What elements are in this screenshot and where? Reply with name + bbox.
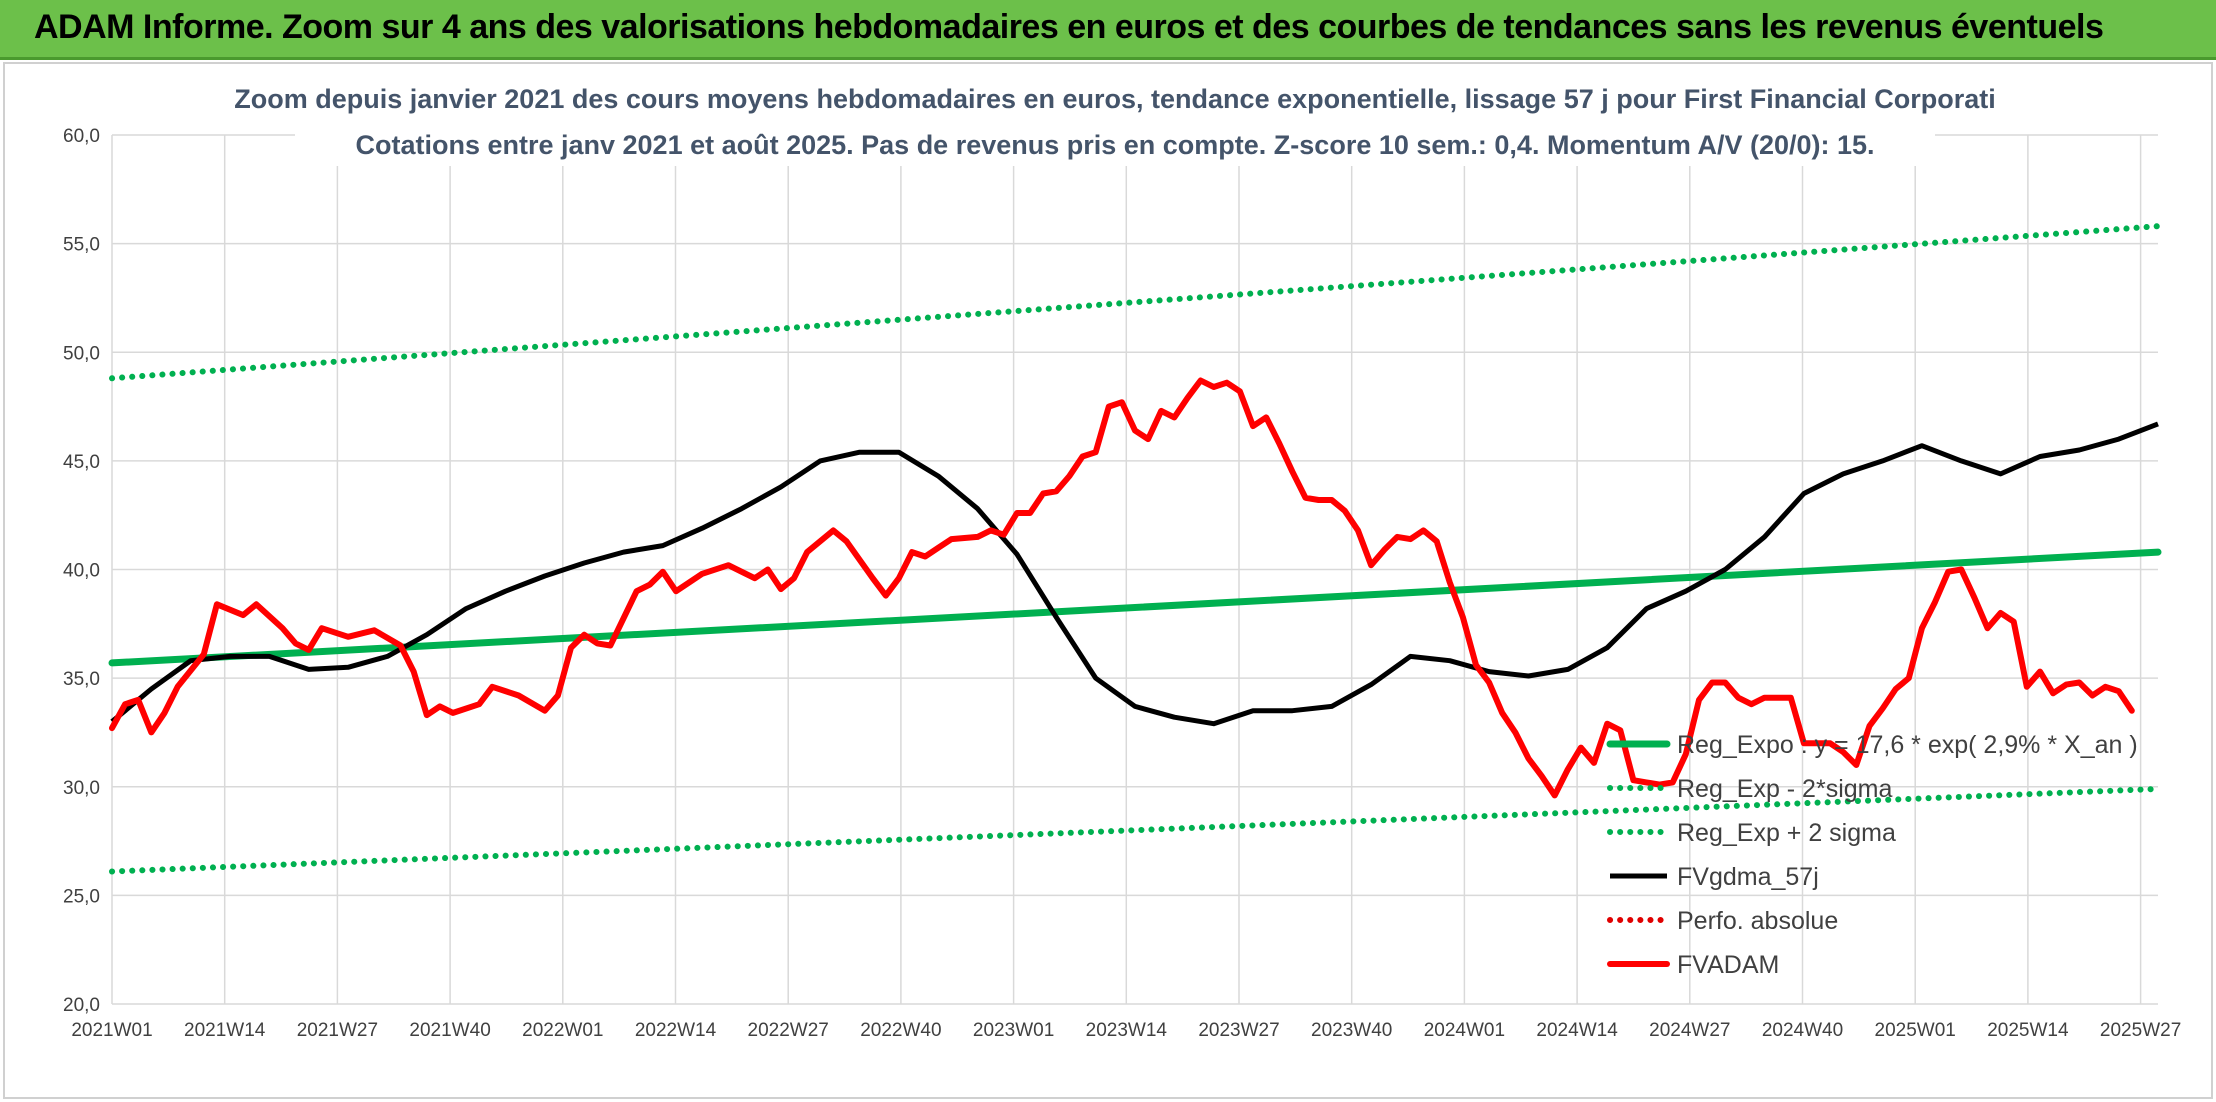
x-tick-label: 2023W01 [973, 1020, 1054, 1041]
y-tick-label: 40,0 [63, 561, 100, 582]
x-tick-label: 2023W14 [1086, 1020, 1168, 1041]
x-tick-label: 2024W01 [1424, 1020, 1505, 1041]
legend: Reg_Expo : y = 17,6 * exp( 2,9% * X_an )… [1606, 731, 2138, 979]
series-line-2 [109, 223, 2161, 382]
y-tick-label: 50,0 [63, 343, 100, 364]
y-tick-label: 60,0 [63, 126, 100, 147]
chart-title: Zoom depuis janvier 2021 des cours moyen… [234, 84, 1996, 114]
y-tick-label: 55,0 [63, 235, 100, 256]
x-tick-label: 2025W01 [1875, 1020, 1956, 1041]
x-tick-label: 2024W14 [1536, 1020, 1618, 1041]
chart-canvas: 20,0 25,0 30,0 35,0 40,0 45,0 50,0 55,0 60,0 202… [63, 70, 2181, 1041]
legend-label: Reg_Exp - 2*sigma [1677, 775, 1892, 803]
y-tick-label: 20,0 [63, 995, 100, 1016]
legend-label: Perfo. absolue [1677, 907, 1838, 935]
legend-label: FVADAM [1677, 951, 1779, 979]
y-axis-ticks: 20,0 25,0 30,0 35,0 40,0 45,0 50,0 55,0 60,0 [63, 126, 100, 1016]
x-tick-label: 2022W40 [860, 1020, 941, 1041]
series-line-3 [110, 421, 2159, 727]
x-tick-label: 2022W14 [635, 1020, 717, 1041]
legend-label: Reg_Exp + 2 sigma [1677, 819, 1896, 847]
legend-label: FVgdma_57j [1677, 863, 1819, 891]
chart-subtitle: Cotations entre janv 2021 et août 2025. … [355, 130, 1874, 160]
x-tick-label: 2024W40 [1762, 1020, 1843, 1041]
report-banner: ADAM Informe. Zoom sur 4 ans des valoris… [0, 0, 2216, 60]
x-tick-label: 2021W40 [409, 1020, 490, 1041]
x-tick-label: 2023W27 [1198, 1020, 1279, 1041]
x-tick-label: 2025W14 [1987, 1020, 2069, 1041]
series-layer [108, 223, 2162, 875]
x-tick-label: 2023W40 [1311, 1020, 1392, 1041]
title-backdrop [295, 70, 1935, 166]
chart-frame: 20,0 25,0 30,0 35,0 40,0 45,0 50,0 55,0 60,0 202… [3, 62, 2213, 1099]
legend-label: Reg_Expo : y = 17,6 * exp( 2,9% * X_an ) [1677, 731, 2138, 759]
y-tick-label: 45,0 [63, 452, 100, 473]
series-line-0 [108, 548, 2162, 667]
report-title: ADAM Informe. Zoom sur 4 ans des valoris… [34, 8, 2104, 46]
x-tick-label: 2024W27 [1649, 1020, 1730, 1041]
x-tick-label: 2021W14 [184, 1020, 266, 1041]
series-line-5 [109, 377, 2135, 799]
x-tick-label: 2022W27 [748, 1020, 829, 1041]
x-tick-label: 2021W27 [297, 1020, 378, 1041]
x-tick-label: 2021W01 [71, 1020, 152, 1041]
y-tick-label: 30,0 [63, 778, 100, 799]
x-axis-ticks: 2021W01 2021W14 2021W27 2021W40 2022W01 2022W… [71, 1020, 2181, 1041]
x-tick-label: 2022W01 [522, 1020, 603, 1041]
x-tick-label: 2025W27 [2100, 1020, 2181, 1041]
y-tick-label: 35,0 [63, 669, 100, 690]
y-tick-label: 25,0 [63, 886, 100, 907]
series-line-1 [109, 785, 2161, 875]
